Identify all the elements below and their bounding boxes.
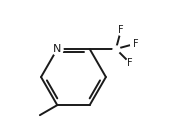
Text: N: N [53, 44, 61, 54]
Text: F: F [132, 39, 138, 49]
Text: F: F [118, 25, 124, 35]
Text: F: F [127, 58, 133, 68]
